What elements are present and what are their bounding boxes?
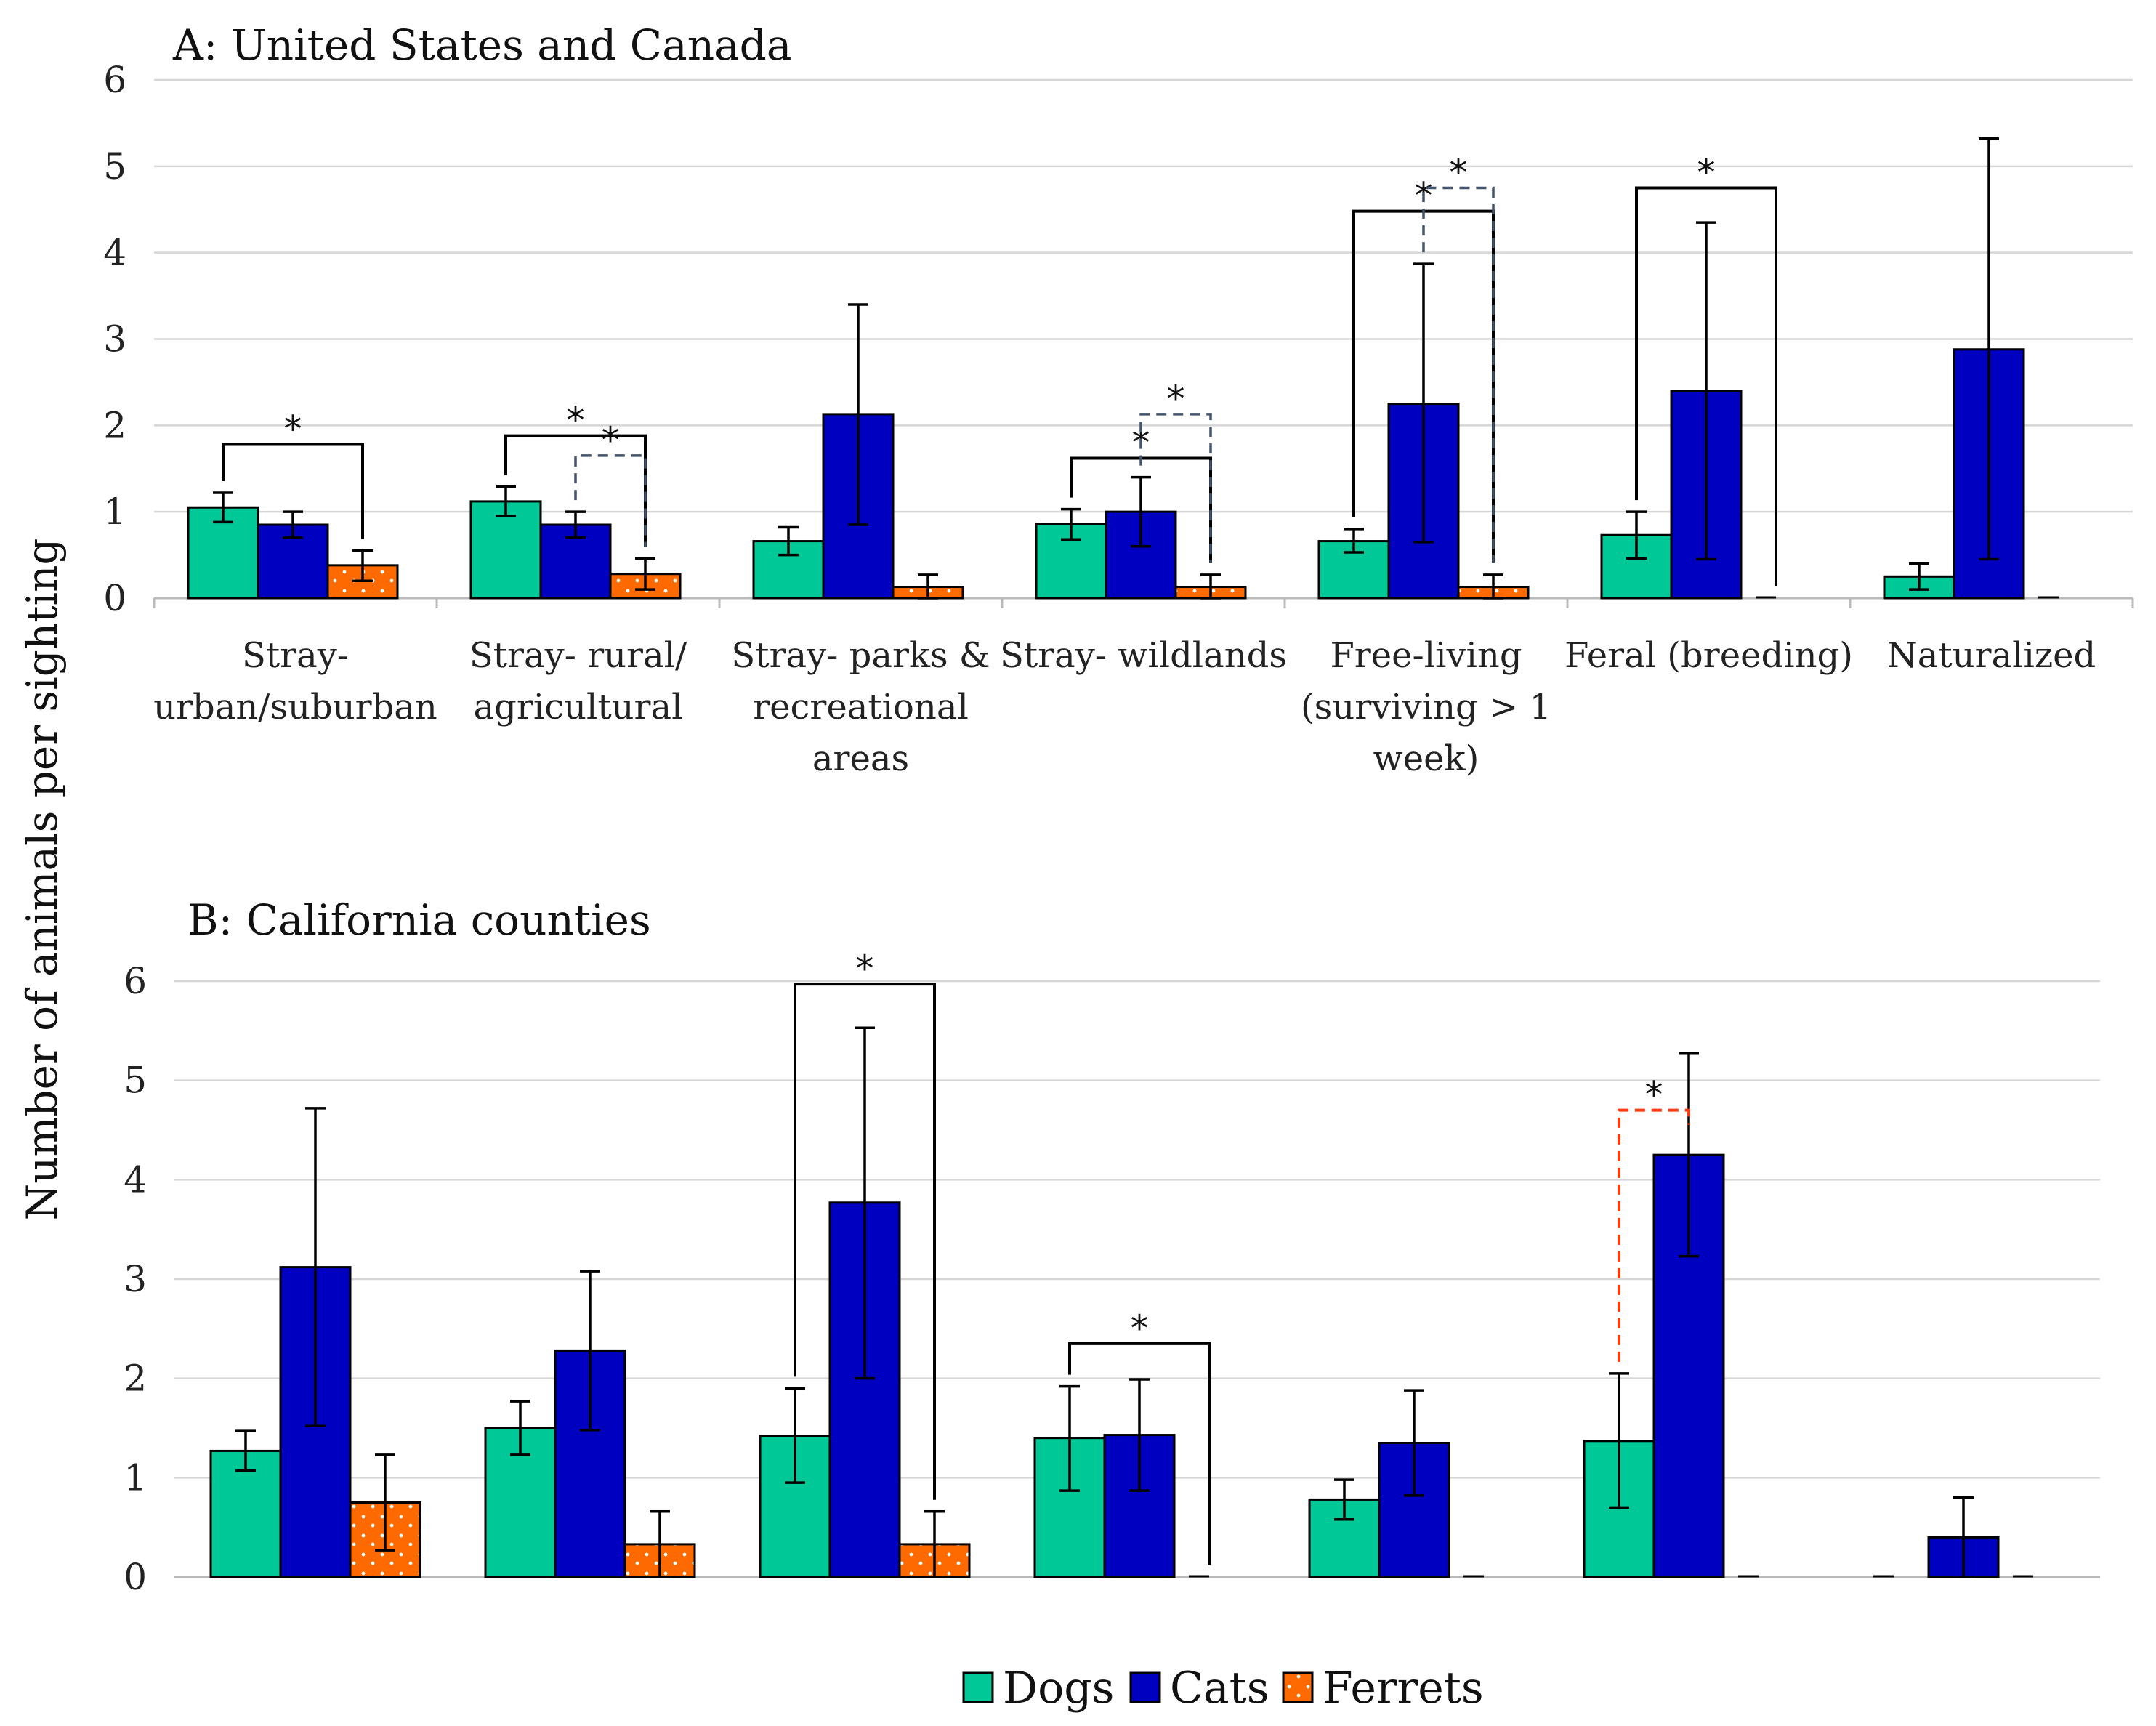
chart-a-significance-bracket bbox=[1139, 413, 1212, 563]
y-axis-label: Number of animals per sighting bbox=[17, 538, 67, 1220]
chart-b-y-tick-label: 0 bbox=[124, 1556, 147, 1598]
chart-a-significance-bracket bbox=[1422, 186, 1495, 563]
chart-a-category-label: Stray- rural/ bbox=[469, 635, 687, 676]
chart-b-y-tick-label: 4 bbox=[124, 1158, 147, 1201]
chart-a-category-label: Feral (breeding) bbox=[1564, 635, 1853, 676]
chart-a-category-label: Naturalized bbox=[1887, 635, 2096, 676]
chart-a-category-label: Stray- bbox=[242, 635, 349, 676]
chart-a-category-label: Stray- parks & bbox=[731, 635, 990, 676]
chart-a-y-tick-label: 2 bbox=[103, 404, 126, 446]
chart-a-significance-star: * bbox=[567, 400, 585, 442]
legend-dogs-swatch bbox=[962, 1671, 994, 1703]
chart-a-significance-star: * bbox=[1697, 152, 1716, 194]
chart-a-significance-star: * bbox=[284, 408, 302, 450]
chart-a-category-label: Free-living bbox=[1330, 635, 1522, 676]
chart-b-panel: 0 1 2 3 4 5 6 * * * bbox=[124, 948, 2100, 1598]
chart-a-y-tick-label: 3 bbox=[103, 318, 126, 360]
chart-a-y-tick-label: 4 bbox=[103, 232, 126, 274]
chart-a-y-tick-label: 5 bbox=[103, 145, 126, 187]
chart-a-significance-star: * bbox=[1450, 152, 1468, 194]
chart-b-y-tick-label: 2 bbox=[124, 1358, 147, 1400]
chart-a-category-label: recreational bbox=[753, 687, 969, 727]
chart-b-significance-star: * bbox=[1645, 1074, 1663, 1116]
chart-a-significance-bracket bbox=[574, 454, 647, 547]
chart-a-significance-star: * bbox=[602, 419, 620, 461]
chart-b-title: B: California counties bbox=[187, 895, 651, 945]
chart-a-significance-bracket bbox=[1635, 186, 1777, 586]
chart-a-title: A: United States and Canada bbox=[172, 20, 791, 70]
chart-b-significance-star: * bbox=[856, 948, 874, 990]
chart-a-category-label: agricultural bbox=[474, 687, 683, 727]
legend-dogs-label: Dogs bbox=[1003, 1663, 1114, 1714]
chart-b-significance-bracket bbox=[1618, 1108, 1690, 1362]
chart-b-y-tick-label: 5 bbox=[124, 1060, 147, 1102]
legend: Dogs Cats Ferrets bbox=[962, 1663, 1484, 1714]
legend-ferrets-swatch bbox=[1282, 1671, 1314, 1703]
chart-b-y-tick-label: 3 bbox=[124, 1258, 147, 1300]
chart-b-significance-bracket bbox=[1068, 1342, 1211, 1565]
chart-a-category-label: week) bbox=[1373, 738, 1479, 779]
legend-cats-label: Cats bbox=[1170, 1663, 1269, 1714]
chart-a-category-label: urban/suburban bbox=[153, 687, 437, 727]
chart-b-y-tick-label: 6 bbox=[124, 960, 147, 1002]
chart-a-category-label: Stray- wildlands bbox=[1000, 635, 1287, 676]
legend-ferrets-label: Ferrets bbox=[1323, 1663, 1484, 1714]
chart-b-significance-bracket bbox=[794, 983, 936, 1500]
chart-a-significance-star: * bbox=[1167, 378, 1185, 420]
chart-a-significance-bracket bbox=[504, 434, 647, 547]
chart-a-significance-bracket bbox=[222, 443, 364, 539]
chart-b-significance-star: * bbox=[1131, 1307, 1149, 1350]
legend-cats-swatch bbox=[1129, 1671, 1161, 1703]
chart-a-category-label: (surviving > 1 bbox=[1301, 687, 1551, 727]
chart-a-category-label: areas bbox=[812, 738, 909, 779]
chart-b-y-tick-label: 1 bbox=[124, 1456, 147, 1499]
chart-a-y-tick-label: 6 bbox=[103, 59, 126, 101]
chart-a-y-tick-label: 0 bbox=[103, 577, 126, 619]
chart-a-y-tick-label: 1 bbox=[103, 491, 126, 533]
